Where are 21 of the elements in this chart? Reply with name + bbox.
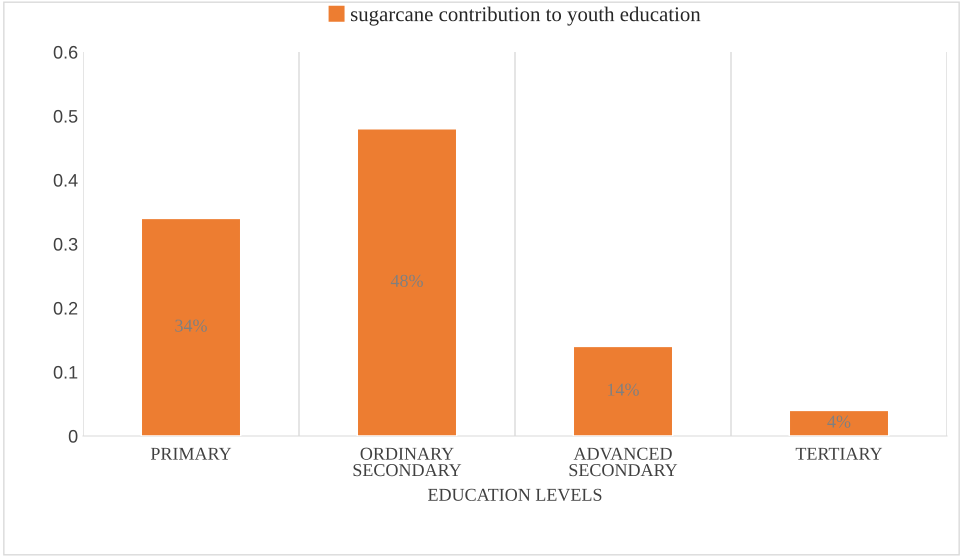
data-label: 48% <box>390 274 423 287</box>
bar <box>356 128 458 436</box>
bar <box>572 346 674 436</box>
bar <box>788 410 890 436</box>
x-tick-label: ADVANCED SECONDARY <box>570 448 678 476</box>
y-tick-label: 0 <box>68 430 78 443</box>
legend-label: sugarcane contribution to youth education <box>350 6 700 26</box>
data-label: 4% <box>827 416 850 428</box>
x-tick-label: ORDINARY SECONDARY <box>354 448 462 476</box>
data-label: 34% <box>175 320 207 332</box>
y-tick-label: 0.3 <box>54 238 78 251</box>
y-tick-label: 0.2 <box>54 302 78 315</box>
x-tick-label: TERTIARY <box>796 448 882 460</box>
data-label: 14% <box>608 384 639 396</box>
x-axis-title: EDUCATION LEVELS <box>428 488 602 501</box>
y-tick-label: 0.6 <box>54 46 78 59</box>
y-tick-label: 0.1 <box>54 366 78 379</box>
x-tick-label: PRIMARY <box>150 448 232 460</box>
y-tick-label: 0.4 <box>54 174 78 187</box>
bar <box>140 218 242 436</box>
y-tick-label: 0.5 <box>54 110 78 123</box>
